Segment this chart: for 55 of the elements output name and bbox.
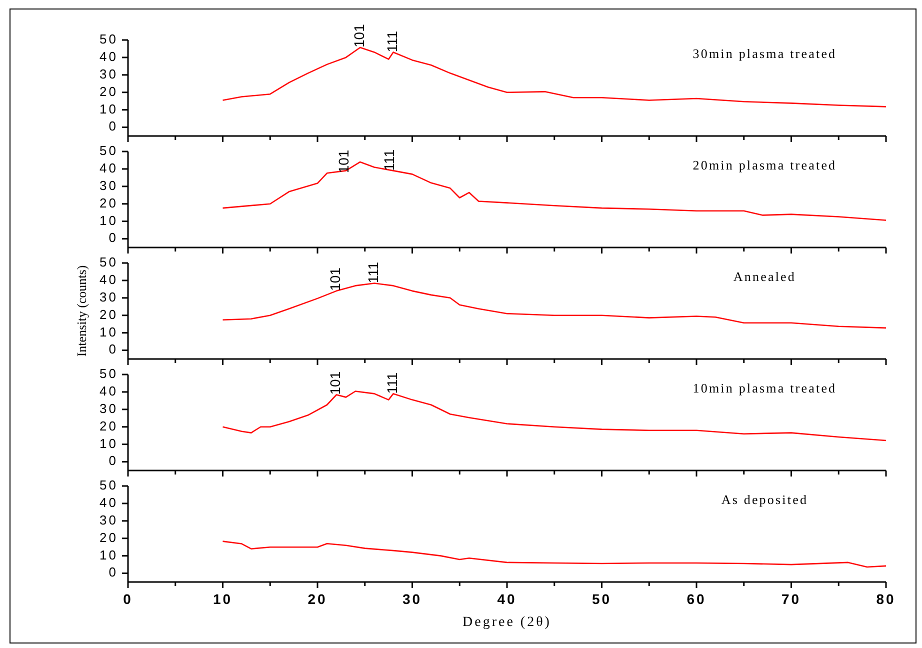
y-tick-label: 50 (100, 254, 118, 270)
y-tick-label: 0 (108, 342, 118, 357)
y-tick-label: 10 (100, 547, 118, 562)
y-tick-label: 40 (100, 272, 118, 287)
annotation: 111 (384, 372, 400, 394)
text: 30min plasma treated (692, 46, 837, 61)
annotation: 111 (381, 149, 398, 171)
x-tick-label: 50 (592, 591, 612, 607)
x-tick-label: 30 (402, 591, 422, 607)
y-tick-label: 20 (100, 530, 118, 545)
x-tick-label: 40 (497, 591, 517, 607)
y-tick-label: 40 (100, 48, 118, 64)
x-tick-label: 80 (876, 591, 896, 607)
y-tick-label: 50 (100, 31, 118, 46)
annotation: 101 (327, 371, 344, 395)
y-tick-label: 20 (100, 306, 118, 322)
text: 20min plasma treated (692, 158, 837, 172)
x-tick-label: 70 (781, 591, 802, 607)
annotation: 101 (336, 150, 352, 174)
y-tick-label: 0 (108, 230, 118, 246)
x-tick-label: 60 (686, 591, 706, 607)
annotation: 111 (384, 30, 400, 52)
annotation: 101 (327, 267, 344, 291)
y-tick-label: 0 (108, 453, 118, 468)
y-tick-label: 0 (108, 118, 118, 134)
y-tick-label: 0 (108, 564, 118, 580)
y-tick-label: 10 (100, 436, 118, 451)
y-tick-label: 30 (100, 400, 118, 416)
text: As deposited (721, 492, 808, 507)
y-tick-label: 30 (100, 66, 118, 82)
line-series (222, 540, 887, 568)
text: Annealed (733, 269, 796, 284)
y-tick-label: 40 (100, 494, 118, 510)
y-tick-label: 10 (100, 324, 118, 340)
x-tick-label: 0 (123, 591, 133, 607)
y-tick-label: 30 (100, 512, 118, 528)
x-axis-title: Degree (2θ) (462, 615, 552, 630)
y-tick-label: 50 (100, 142, 118, 158)
y-tick-label: 20 (100, 84, 118, 99)
y-tick-label: 50 (100, 366, 118, 381)
x-tick-label: 10 (212, 591, 233, 607)
y-tick-label: 10 (100, 212, 118, 228)
y-tick-label: 20 (100, 418, 118, 434)
y-tick-label: 40 (100, 160, 118, 176)
y-axis-title: Intensity (counts) (74, 265, 89, 357)
y-tick-label: 30 (100, 289, 118, 304)
y-tick-label: 40 (100, 383, 118, 398)
y-tick-label: 30 (100, 178, 118, 193)
x-tick-label: 20 (308, 591, 328, 607)
y-tick-label: 20 (100, 195, 118, 210)
text: 10min plasma treated (692, 380, 837, 396)
y-tick-label: 50 (100, 477, 118, 492)
annotation: 101 (350, 24, 367, 48)
annotation: 111 (365, 262, 382, 284)
y-tick-label: 10 (100, 101, 118, 116)
